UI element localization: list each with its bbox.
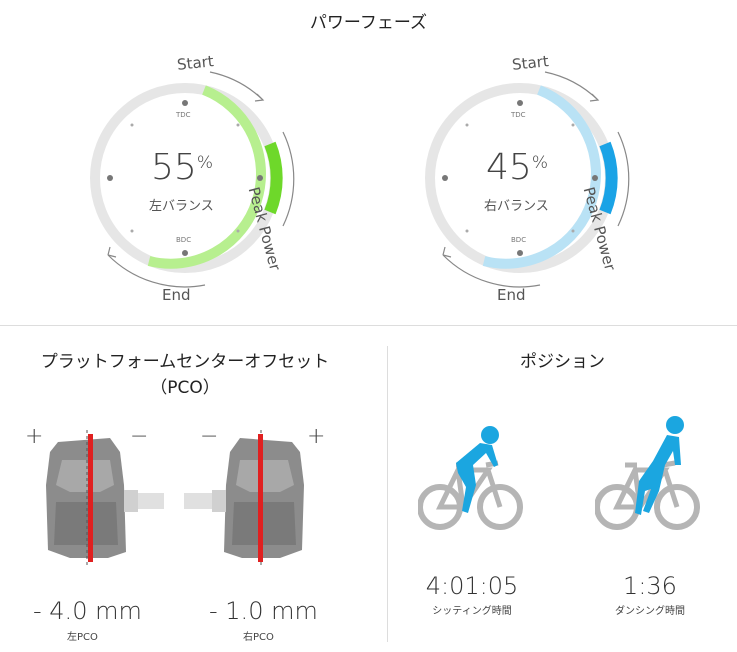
right-pco-minus: − [200,424,219,449]
right-end-label: End [497,286,526,304]
right-balance-number: 45 [486,147,532,188]
section-divider-vertical [387,346,388,642]
left-pco-value: - 4.0 mm [33,597,142,625]
right-power-phase-gauge [425,71,630,288]
power-phase-title: パワーフェーズ [309,13,428,33]
left-power-phase-gauge [90,71,295,288]
left-bdc-label: BDC [176,236,192,244]
left-balance-value: 55% [151,147,213,188]
pco-subtitle: （PCO） [150,378,220,398]
right-balance-label: 右バランス [484,199,549,214]
left-pco-label: 左PCO [67,632,98,643]
right-balance-unit: % [531,153,548,173]
position-title: ポジション [520,352,605,372]
seated-time-value: 4:01:05 [425,572,519,600]
left-tdc-label: TDC [176,111,191,119]
left-pco-minus: − [130,424,149,449]
right-pco-value: - 1.0 mm [209,597,318,625]
pco-title: プラットフォームセンターオフセット [40,352,330,372]
seated-time-label: シッティング時間 [432,606,512,617]
left-pco-plus: + [25,424,44,449]
section-divider-horizontal [0,325,737,326]
standing-cyclist-icon [595,416,700,530]
right-start-label: Start [511,52,550,74]
left-start-label: Start [176,52,215,74]
right-pco-label: 右PCO [243,632,274,643]
left-pedal-illustration [46,430,164,565]
right-tdc-label: TDC [511,111,526,119]
seated-cyclist-icon [418,426,523,530]
left-balance-label: 左バランス [149,199,214,214]
right-bdc-label: BDC [511,236,527,244]
left-balance-number: 55 [151,147,197,188]
left-end-label: End [162,286,191,304]
right-pco-plus: + [307,424,326,449]
standing-time-label: ダンシング時間 [615,606,685,617]
standing-time-value: 1:36 [623,572,677,600]
right-balance-value: 45% [486,147,548,188]
left-balance-unit: % [196,153,213,173]
right-pedal-illustration [184,430,304,565]
